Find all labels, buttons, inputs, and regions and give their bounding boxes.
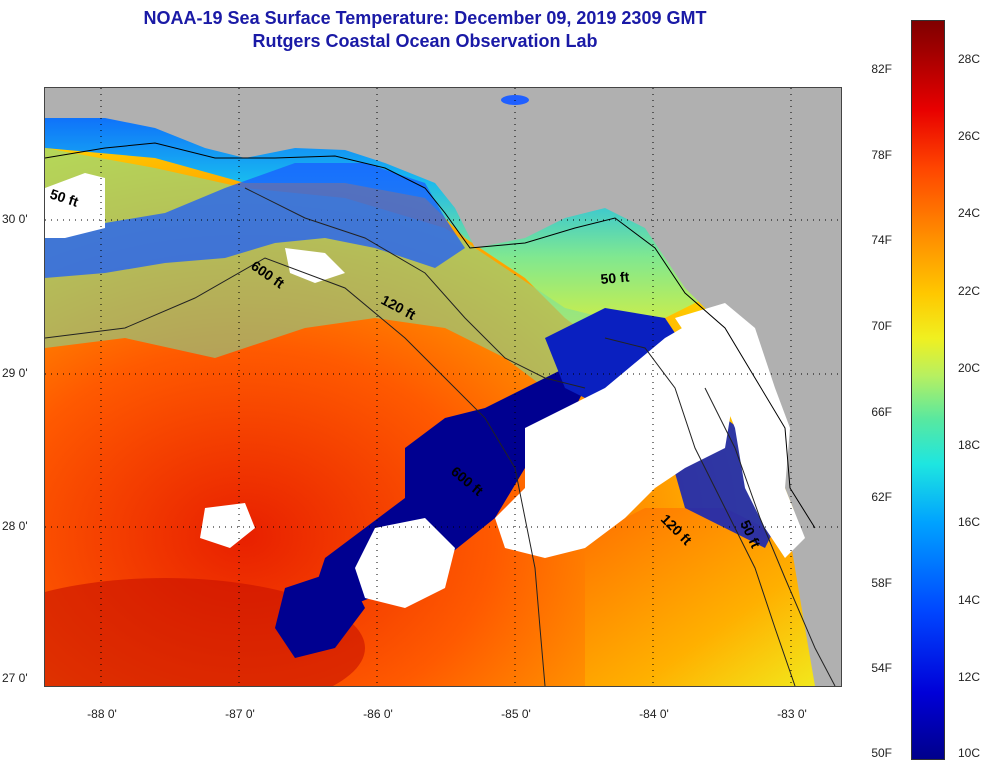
cloud-patch-1 (355, 518, 455, 608)
colorbar-c-label: 22C (958, 284, 981, 298)
colorbar-c-label: 14C (958, 593, 981, 607)
lon-label: -84 0' (639, 707, 669, 721)
colorbar-f-label: 58F (871, 576, 892, 590)
colorbar-f-label: 74F (871, 233, 892, 247)
land (45, 88, 841, 548)
contour-label: 50 ft (600, 269, 630, 287)
contour-50ft-east (704, 387, 836, 686)
colorbar-f-label: 82F (871, 62, 892, 76)
colorbar-c-label: 24C (958, 206, 981, 220)
colorbar-f-label: 50F (871, 746, 892, 760)
colorbar-f-label: 66F (871, 405, 892, 419)
sst-map-canvas: 50 ft 600 ft 120 ft 50 ft 600 ft 120 ft … (45, 88, 841, 686)
lon-label: -83 0' (777, 707, 807, 721)
colorbar-c-label: 20C (958, 361, 981, 375)
colorbar-f-label: 62F (871, 490, 892, 504)
cloud-patch-2 (200, 503, 255, 548)
cloud-over-coast (675, 303, 805, 558)
colorbar-c-label: 10C (958, 746, 981, 760)
colorbar-c-label: 18C (958, 438, 981, 452)
lat-label: 27 0' (2, 671, 28, 685)
lat-label: 29 0' (2, 366, 28, 380)
coastline (45, 142, 816, 529)
cloud-patch-4 (285, 248, 345, 283)
temperature-colorbar (911, 20, 945, 760)
cold-patch-3 (275, 568, 365, 658)
colorbar-c-label: 12C (958, 670, 981, 684)
contour-120ft-east (604, 337, 796, 686)
land-se (785, 508, 841, 686)
map-title: NOAA-19 Sea Surface Temperature: Decembe… (143, 8, 707, 28)
contour-120ft (244, 187, 586, 389)
lon-label: -88 0' (87, 707, 117, 721)
colorbar-f-label: 54F (871, 661, 892, 675)
se-warm-water (585, 508, 841, 686)
cloud-patch-3 (45, 173, 105, 238)
lon-label: -85 0' (501, 707, 531, 721)
colorbar-f-label: 78F (871, 148, 892, 162)
cloud-mass (495, 303, 745, 558)
lat-label: 28 0' (2, 519, 28, 533)
lon-label: -86 0' (363, 707, 393, 721)
lon-label: -87 0' (225, 707, 255, 721)
lat-label: 30 0' (2, 212, 28, 226)
map-subtitle: Rutgers Coastal Ocean Observation Lab (252, 31, 598, 51)
colorbar-c-label: 16C (958, 515, 981, 529)
graticule (45, 88, 841, 686)
colorbar-f-label: 70F (871, 319, 892, 333)
colorbar-c-label: 26C (958, 129, 981, 143)
contour-600ft (45, 257, 546, 686)
colorbar-c-label: 28C (958, 52, 981, 66)
sst-map: 50 ft 600 ft 120 ft 50 ft 600 ft 120 ft … (44, 87, 842, 687)
